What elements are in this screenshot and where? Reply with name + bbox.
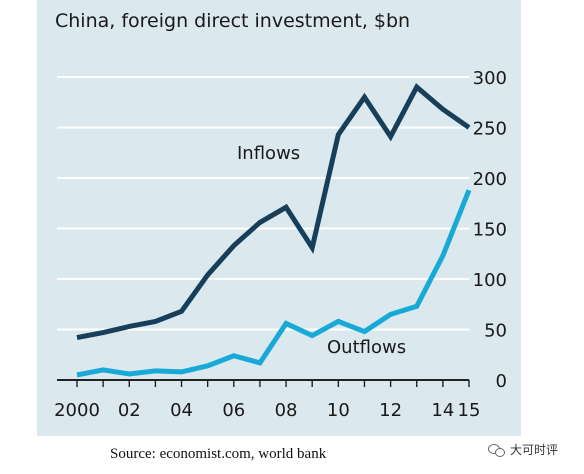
x-tick-label: 2000	[54, 400, 100, 421]
y-tick-label: 200	[473, 169, 507, 190]
series-line-outflows	[76, 189, 472, 378]
series-label-outflows: Outflows	[327, 337, 406, 358]
x-tick-label: 02	[118, 400, 141, 421]
x-tick-label: 15	[458, 400, 481, 421]
y-tick-label: 0	[496, 371, 507, 392]
x-tick-label: 06	[222, 400, 245, 421]
x-tick-label: 04	[170, 400, 193, 421]
x-tick-label: 08	[275, 400, 298, 421]
x-tick-label: 10	[327, 400, 350, 421]
y-tick-label: 100	[473, 270, 507, 291]
y-tick-label: 300	[473, 68, 507, 89]
series-label-inflows: Inflows	[237, 143, 300, 164]
y-tick-label: 250	[473, 119, 507, 140]
y-tick-label: 50	[484, 321, 507, 342]
source-note: Source: economist.com, world bank	[110, 446, 327, 462]
chart-panel: China, foreign direct investment, $bn 0 5…	[37, 0, 521, 436]
series-line-inflows	[76, 83, 471, 341]
y-tick-label: 150	[473, 220, 507, 241]
wechat-icon	[488, 443, 506, 457]
x-tick-label: 12	[379, 400, 402, 421]
chart-svg: 0 50 100 150 200 250 300 2000 02 04 06 08 10 12 14 15 In…	[54, 68, 507, 421]
watermark-text: 大可时评	[510, 443, 559, 457]
watermark: 大可时评	[488, 441, 558, 458]
chart-title: China, foreign direct investment, $bn	[55, 10, 411, 32]
x-tick-label: 14	[431, 400, 454, 421]
